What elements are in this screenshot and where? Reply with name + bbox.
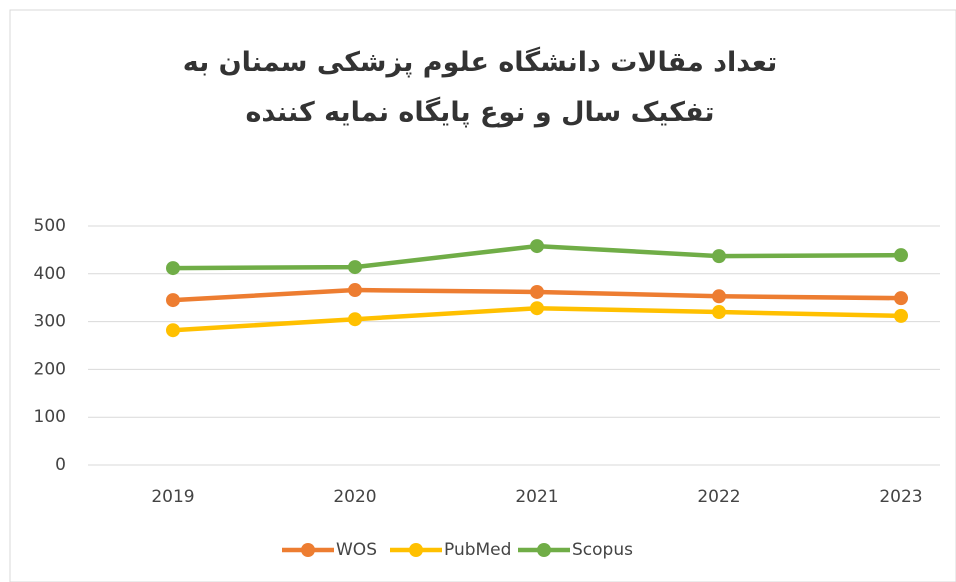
y-tick-label: 0: [55, 455, 66, 475]
x-tick-label: 2021: [515, 487, 558, 507]
data-point: [166, 261, 180, 276]
y-tick-label: 500: [34, 216, 66, 236]
data-point: [166, 293, 180, 308]
x-tick-label: 2020: [333, 487, 376, 507]
legend-label: WOS: [336, 540, 377, 560]
legend-marker: [301, 543, 315, 557]
chart-title: تعداد مقالات دانشگاه علوم پزشکی سمنان به…: [182, 47, 778, 128]
y-tick-label: 300: [34, 312, 66, 332]
legend-marker: [537, 543, 551, 557]
chart-border: [9, 9, 956, 582]
legend-label: Scopus: [572, 540, 633, 560]
data-point: [530, 239, 544, 254]
data-point: [712, 249, 726, 264]
x-tick-label: 2022: [697, 487, 740, 507]
legend-label: PubMed: [444, 540, 511, 560]
data-point: [894, 248, 908, 263]
data-point: [348, 312, 362, 327]
data-point: [530, 284, 544, 299]
x-tick-label: 2019: [151, 487, 194, 507]
y-tick-label: 400: [34, 264, 66, 284]
data-point: [712, 305, 726, 320]
data-point: [348, 283, 362, 298]
legend-marker: [409, 543, 423, 557]
y-tick-label: 100: [34, 407, 66, 427]
data-point: [712, 289, 726, 304]
data-point: [894, 291, 908, 306]
data-point: [166, 323, 180, 338]
x-tick-label: 2023: [879, 487, 922, 507]
data-point: [530, 301, 544, 316]
data-point: [894, 308, 908, 323]
data-point: [348, 260, 362, 275]
y-tick-label: 200: [34, 359, 66, 379]
